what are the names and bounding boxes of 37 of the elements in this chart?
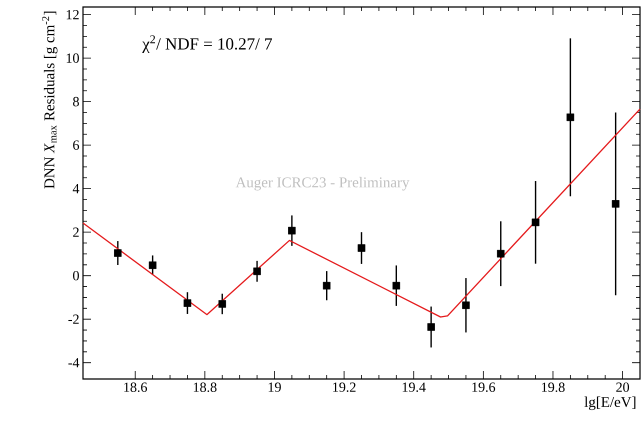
- x-axis-title: lg[E/eV]: [584, 396, 636, 410]
- point: [253, 268, 261, 276]
- y-tick-label: 12: [66, 10, 79, 20]
- y-tick-label: -2: [68, 314, 79, 324]
- annotation: χ$^{2}$/ NDF = 10.27/ 7: [142, 35, 272, 54]
- x-tick-label: 19: [268, 382, 281, 392]
- x-tick-label: 18.8: [194, 382, 217, 392]
- y-tick-label: 2: [73, 228, 79, 237]
- x-tick-label: 18.6: [124, 382, 148, 392]
- point: [532, 218, 540, 226]
- point: [184, 299, 192, 307]
- y-tick-label: 6: [73, 140, 80, 150]
- point: [427, 323, 435, 331]
- y-tick-label: 4: [72, 184, 80, 194]
- point: [358, 244, 366, 252]
- point: [566, 114, 574, 122]
- y-tick-label: -4: [68, 358, 80, 368]
- point: [288, 226, 296, 234]
- point: [462, 301, 470, 310]
- x-tick-label: 19.8: [542, 382, 565, 392]
- annotation: Auger ICRC23 - Preliminary: [236, 176, 410, 190]
- point: [148, 261, 156, 270]
- x-tick-label: 19.6: [472, 382, 496, 392]
- point: [114, 249, 122, 257]
- x-tick-label: 19.4: [402, 382, 426, 392]
- point: [392, 282, 400, 290]
- line-series: [82, 108, 641, 318]
- x-tick-label: 19.2: [333, 382, 356, 392]
- point: [612, 200, 620, 208]
- y-tick-label: 10: [66, 53, 79, 63]
- point: [496, 250, 505, 258]
- point: [218, 300, 226, 308]
- y-axis-title: DNN X$_{max}$ Residuals [g cm$^{-2}$]: [42, 12, 58, 189]
- y-tick-label: 0: [73, 270, 79, 280]
- point: [322, 282, 330, 290]
- x-tick-label: 20: [616, 382, 630, 392]
- y-tick-label: 8: [73, 96, 79, 106]
